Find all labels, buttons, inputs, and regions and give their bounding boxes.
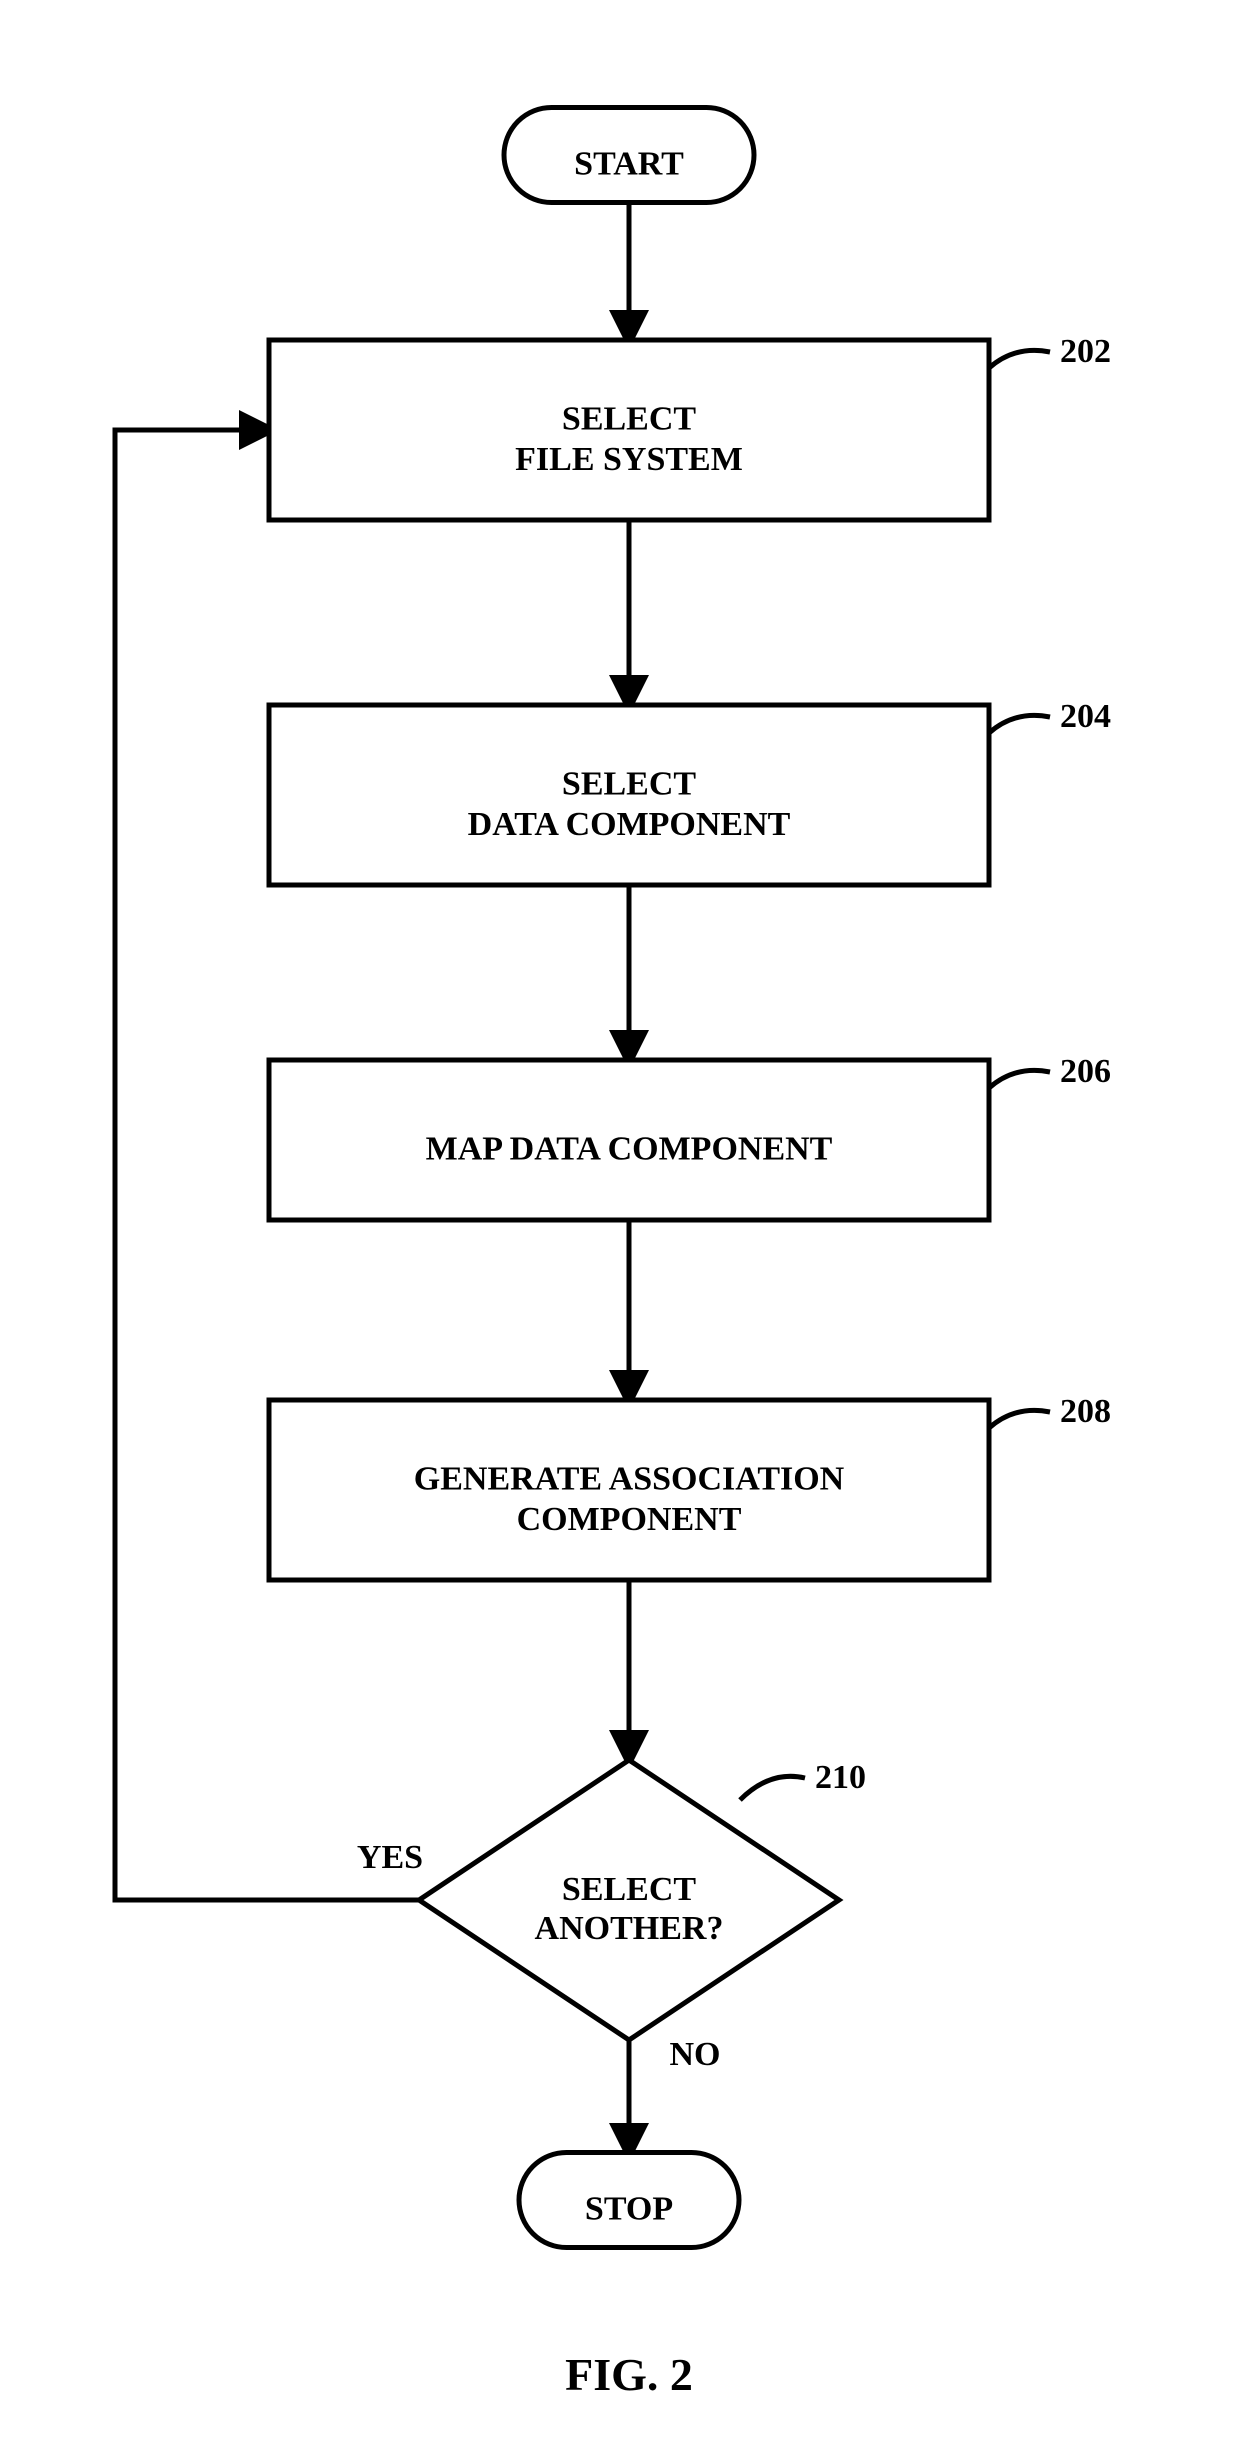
svg-text:COMPONENT: COMPONENT (517, 1501, 742, 1538)
n208-node: GENERATE ASSOCIATION COMPONENT (269, 1400, 989, 1580)
svg-text:FILE SYSTEM: FILE SYSTEM (515, 441, 743, 478)
n202-node: SELECT FILE SYSTEM (269, 340, 989, 520)
n206-node: MAP DATA COMPONENT (269, 1060, 989, 1220)
stop-node: STOP (519, 2153, 739, 2248)
svg-text:START: START (574, 146, 684, 183)
ref-label-208: 208 (1060, 1393, 1111, 1430)
ref-leader-202 (989, 350, 1050, 368)
svg-text:SELECT: SELECT (562, 765, 696, 802)
ref-leader-210 (740, 1776, 805, 1800)
start-node: START (504, 108, 754, 203)
svg-text:MAP DATA COMPONENT: MAP DATA COMPONENT (426, 1131, 833, 1168)
figure-title: FIG. 2 (565, 2349, 693, 2400)
svg-text:ANOTHER?: ANOTHER? (535, 1910, 724, 1947)
svg-text:SELECT: SELECT (562, 1871, 696, 1908)
edge-label-no: NO (670, 2036, 721, 2073)
svg-text:GENERATE ASSOCIATION: GENERATE ASSOCIATION (414, 1460, 845, 1497)
n204-node: SELECT DATA COMPONENT (269, 705, 989, 885)
ref-label-202: 202 (1060, 333, 1111, 370)
ref-leader-208 (989, 1410, 1050, 1428)
nodes-layer: START SELECT FILE SYSTEM SELECT DATA COMPONE… (269, 108, 989, 2248)
svg-text:STOP: STOP (585, 2191, 673, 2228)
flowchart-figure: NO YES START SELECT FILE SYSTEM SELECT DATA C… (0, 0, 1259, 2446)
ref-label-204: 204 (1060, 698, 1111, 735)
ref-label-210: 210 (815, 1759, 866, 1796)
ref-leader-204 (989, 715, 1050, 733)
ref-leader-206 (989, 1070, 1050, 1088)
svg-text:SELECT: SELECT (562, 400, 696, 437)
edge-label-yes: YES (357, 1839, 423, 1876)
ref-label-206: 206 (1060, 1053, 1111, 1090)
svg-text:DATA COMPONENT: DATA COMPONENT (468, 806, 791, 843)
n210-node: SELECTANOTHER? (419, 1760, 839, 2040)
